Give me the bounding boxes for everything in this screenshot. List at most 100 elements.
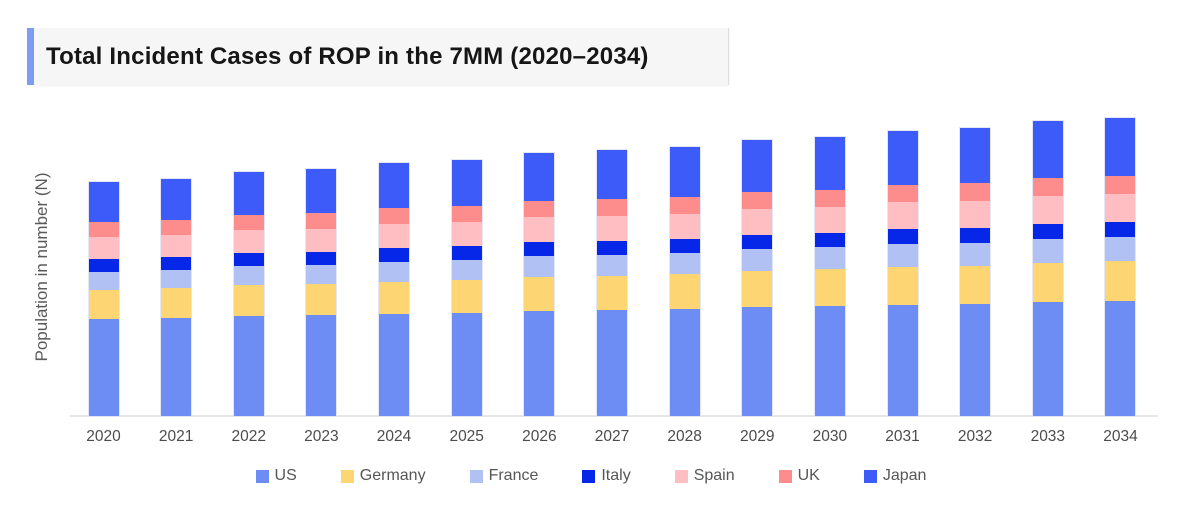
bar-segment-us-2026[interactable] <box>524 311 555 416</box>
bar-segment-uk-2032[interactable] <box>960 183 991 201</box>
bar-segment-france-2023[interactable] <box>306 265 337 284</box>
bar-segment-uk-2022[interactable] <box>233 215 264 230</box>
bar-segment-italy-2032[interactable] <box>960 228 991 243</box>
bar-segment-us-2034[interactable] <box>1105 301 1136 416</box>
legend-item-spain[interactable]: Spain <box>674 467 735 485</box>
stacked-bar-2030[interactable] <box>813 136 846 417</box>
bar-segment-japan-2031[interactable] <box>887 131 918 185</box>
legend-item-uk[interactable]: UK <box>778 467 820 485</box>
bar-segment-spain-2026[interactable] <box>524 217 555 242</box>
bar-segment-us-2032[interactable] <box>960 304 991 416</box>
bar-segment-japan-2024[interactable] <box>379 163 410 208</box>
legend-item-us[interactable]: US <box>255 467 297 485</box>
bar-segment-us-2030[interactable] <box>814 306 845 416</box>
bar-segment-japan-2027[interactable] <box>596 150 627 199</box>
bar-segment-uk-2025[interactable] <box>451 206 482 222</box>
bar-segment-italy-2031[interactable] <box>887 229 918 244</box>
legend-item-italy[interactable]: Italy <box>582 467 631 485</box>
bar-segment-italy-2022[interactable] <box>233 253 264 266</box>
bar-segment-uk-2033[interactable] <box>1032 178 1063 196</box>
stacked-bar-2033[interactable] <box>1031 120 1064 417</box>
bar-segment-italy-2034[interactable] <box>1105 222 1136 237</box>
stacked-bar-2025[interactable] <box>450 159 483 417</box>
bar-segment-japan-2021[interactable] <box>161 179 192 220</box>
bar-segment-germany-2024[interactable] <box>379 282 410 314</box>
bar-segment-spain-2027[interactable] <box>596 216 627 241</box>
stacked-bar-2023[interactable] <box>305 168 338 417</box>
stacked-bar-2027[interactable] <box>595 149 628 417</box>
bar-segment-germany-2020[interactable] <box>88 290 119 319</box>
bar-segment-us-2025[interactable] <box>451 313 482 416</box>
bar-segment-italy-2020[interactable] <box>88 259 119 272</box>
bar-segment-uk-2027[interactable] <box>596 199 627 216</box>
bar-segment-spain-2032[interactable] <box>960 201 991 228</box>
bar-segment-france-2027[interactable] <box>596 255 627 276</box>
bar-segment-japan-2023[interactable] <box>306 169 337 213</box>
bar-segment-france-2032[interactable] <box>960 243 991 266</box>
bar-segment-uk-2020[interactable] <box>88 222 119 237</box>
bar-segment-uk-2029[interactable] <box>742 192 773 209</box>
bar-segment-us-2028[interactable] <box>669 309 700 416</box>
bar-segment-japan-2022[interactable] <box>233 172 264 215</box>
bar-segment-france-2026[interactable] <box>524 256 555 277</box>
stacked-bar-2028[interactable] <box>668 146 701 417</box>
bar-segment-france-2029[interactable] <box>742 249 773 271</box>
bar-segment-france-2020[interactable] <box>88 272 119 290</box>
bar-segment-france-2028[interactable] <box>669 253 700 274</box>
bar-segment-spain-2024[interactable] <box>379 224 410 248</box>
bar-segment-japan-2028[interactable] <box>669 147 700 197</box>
bar-segment-japan-2029[interactable] <box>742 140 773 192</box>
bar-segment-spain-2029[interactable] <box>742 209 773 235</box>
bar-segment-us-2033[interactable] <box>1032 302 1063 416</box>
bar-segment-germany-2023[interactable] <box>306 284 337 315</box>
bar-segment-italy-2025[interactable] <box>451 246 482 260</box>
bar-segment-uk-2024[interactable] <box>379 208 410 224</box>
stacked-bar-2024[interactable] <box>378 162 411 417</box>
bar-segment-italy-2026[interactable] <box>524 242 555 256</box>
bar-segment-spain-2030[interactable] <box>814 207 845 233</box>
stacked-bar-2032[interactable] <box>959 127 992 417</box>
bar-segment-france-2024[interactable] <box>379 262 410 282</box>
bar-segment-japan-2033[interactable] <box>1032 121 1063 178</box>
bar-segment-france-2025[interactable] <box>451 260 482 280</box>
bar-segment-germany-2021[interactable] <box>161 288 192 318</box>
bar-segment-us-2020[interactable] <box>88 319 119 416</box>
bar-segment-spain-2033[interactable] <box>1032 196 1063 224</box>
legend-item-germany[interactable]: Germany <box>340 467 426 485</box>
bar-segment-italy-2028[interactable] <box>669 239 700 253</box>
bar-segment-japan-2020[interactable] <box>88 182 119 222</box>
bar-segment-us-2022[interactable] <box>233 316 264 416</box>
stacked-bar-2021[interactable] <box>160 178 193 417</box>
bar-segment-germany-2026[interactable] <box>524 277 555 311</box>
bar-segment-japan-2034[interactable] <box>1105 118 1136 176</box>
stacked-bar-2029[interactable] <box>741 139 774 417</box>
bar-segment-france-2022[interactable] <box>233 266 264 285</box>
bar-segment-germany-2034[interactable] <box>1105 261 1136 301</box>
bar-segment-japan-2026[interactable] <box>524 153 555 201</box>
bar-segment-italy-2024[interactable] <box>379 248 410 262</box>
bar-segment-uk-2034[interactable] <box>1105 176 1136 194</box>
bar-segment-spain-2020[interactable] <box>88 237 119 259</box>
bar-segment-spain-2028[interactable] <box>669 214 700 239</box>
stacked-bar-2020[interactable] <box>87 181 120 417</box>
bar-segment-italy-2033[interactable] <box>1032 224 1063 239</box>
bar-segment-italy-2021[interactable] <box>161 257 192 270</box>
bar-segment-us-2024[interactable] <box>379 314 410 416</box>
bar-segment-japan-2030[interactable] <box>814 137 845 190</box>
bar-segment-spain-2022[interactable] <box>233 230 264 253</box>
bar-segment-japan-2032[interactable] <box>960 128 991 183</box>
bar-segment-spain-2034[interactable] <box>1105 194 1136 222</box>
legend-item-japan[interactable]: Japan <box>863 467 926 485</box>
bar-segment-us-2031[interactable] <box>887 305 918 416</box>
bar-segment-spain-2023[interactable] <box>306 229 337 252</box>
bar-segment-italy-2027[interactable] <box>596 241 627 255</box>
bar-segment-germany-2030[interactable] <box>814 269 845 306</box>
bar-segment-germany-2028[interactable] <box>669 274 700 309</box>
bar-segment-japan-2025[interactable] <box>451 160 482 206</box>
bar-segment-spain-2021[interactable] <box>161 235 192 257</box>
bar-segment-us-2029[interactable] <box>742 307 773 416</box>
bar-segment-france-2033[interactable] <box>1032 239 1063 263</box>
stacked-bar-2026[interactable] <box>523 152 556 417</box>
bar-segment-spain-2025[interactable] <box>451 222 482 246</box>
bar-segment-germany-2022[interactable] <box>233 285 264 316</box>
